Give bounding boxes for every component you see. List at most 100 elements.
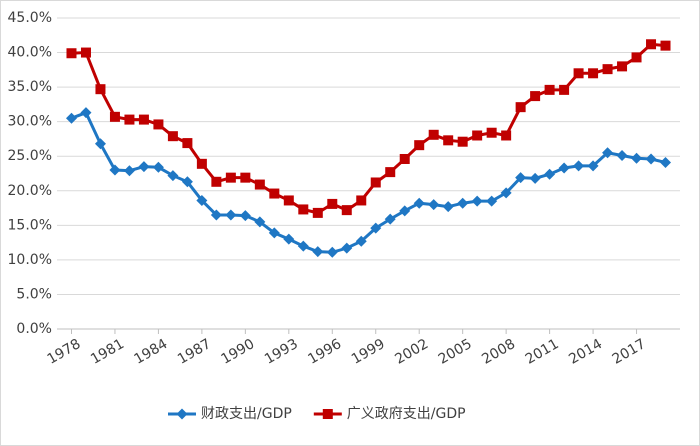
y-tick-label: 40.0% bbox=[8, 45, 52, 61]
marker bbox=[588, 68, 599, 79]
marker bbox=[167, 170, 179, 182]
marker bbox=[530, 91, 541, 102]
legend-label: 财政支出/GDP bbox=[201, 406, 292, 422]
marker bbox=[544, 84, 555, 95]
marker bbox=[631, 152, 643, 164]
marker bbox=[602, 64, 613, 75]
marker bbox=[210, 209, 222, 221]
marker bbox=[138, 114, 149, 125]
marker bbox=[486, 195, 498, 207]
marker bbox=[312, 246, 324, 258]
marker bbox=[500, 187, 512, 199]
marker bbox=[283, 195, 294, 206]
marker bbox=[124, 114, 135, 125]
marker bbox=[544, 168, 556, 180]
marker bbox=[254, 179, 265, 190]
y-tick-label: 20.0% bbox=[8, 183, 52, 199]
marker bbox=[645, 153, 657, 165]
marker bbox=[472, 130, 483, 141]
marker bbox=[573, 68, 584, 79]
marker bbox=[341, 242, 353, 254]
marker bbox=[254, 216, 266, 228]
marker bbox=[268, 227, 280, 239]
marker bbox=[457, 197, 469, 209]
marker bbox=[471, 195, 483, 207]
marker bbox=[660, 156, 672, 168]
marker bbox=[428, 199, 440, 211]
marker bbox=[138, 161, 150, 173]
marker bbox=[515, 172, 527, 184]
marker bbox=[631, 52, 642, 63]
y-tick-label: 45.0% bbox=[8, 10, 52, 26]
marker bbox=[660, 40, 671, 51]
marker bbox=[341, 205, 352, 216]
y-tick-label: 35.0% bbox=[8, 79, 52, 95]
marker bbox=[297, 240, 309, 252]
marker bbox=[65, 112, 77, 124]
marker bbox=[486, 127, 497, 138]
marker bbox=[176, 408, 188, 420]
marker bbox=[616, 150, 628, 162]
y-tick-label: 5.0% bbox=[16, 286, 52, 302]
marker bbox=[283, 233, 295, 245]
marker bbox=[80, 47, 91, 58]
marker bbox=[355, 235, 367, 247]
y-tick-label: 30.0% bbox=[8, 114, 52, 130]
marker bbox=[225, 209, 237, 221]
marker bbox=[211, 176, 222, 187]
marker bbox=[298, 204, 309, 215]
marker bbox=[196, 194, 208, 206]
marker bbox=[123, 165, 135, 177]
marker bbox=[501, 130, 512, 141]
marker bbox=[413, 197, 425, 209]
marker bbox=[152, 161, 164, 173]
marker bbox=[385, 167, 396, 178]
marker bbox=[617, 61, 628, 72]
marker bbox=[95, 84, 106, 95]
marker bbox=[370, 222, 382, 234]
marker bbox=[239, 210, 251, 222]
marker bbox=[515, 102, 526, 113]
marker bbox=[80, 107, 92, 119]
marker bbox=[646, 39, 657, 50]
y-tick-label: 15.0% bbox=[8, 217, 52, 233]
marker bbox=[109, 164, 121, 176]
marker bbox=[94, 138, 106, 150]
marker bbox=[240, 172, 251, 183]
marker bbox=[384, 213, 396, 225]
marker bbox=[322, 409, 333, 419]
marker bbox=[181, 176, 193, 188]
marker bbox=[370, 177, 381, 188]
marker bbox=[442, 201, 454, 213]
marker bbox=[558, 162, 570, 174]
y-tick-label: 10.0% bbox=[8, 252, 52, 268]
marker bbox=[529, 172, 541, 184]
marker bbox=[573, 160, 585, 172]
marker bbox=[326, 246, 338, 258]
marker bbox=[428, 129, 439, 140]
marker bbox=[602, 147, 614, 159]
marker bbox=[109, 111, 120, 122]
legend-label: 广义政府支出/GDP bbox=[347, 406, 466, 422]
marker bbox=[167, 131, 178, 142]
marker bbox=[399, 153, 410, 164]
marker bbox=[269, 188, 280, 199]
marker bbox=[443, 135, 454, 146]
marker bbox=[66, 48, 77, 59]
y-tick-label: 25.0% bbox=[8, 148, 52, 164]
y-tick-label: 0.0% bbox=[16, 321, 52, 337]
marker bbox=[559, 84, 570, 95]
marker bbox=[225, 172, 236, 183]
marker bbox=[399, 205, 411, 217]
marker bbox=[457, 136, 468, 147]
marker bbox=[196, 158, 207, 169]
marker bbox=[587, 160, 599, 172]
marker bbox=[327, 198, 338, 209]
marker bbox=[153, 119, 164, 130]
marker bbox=[356, 195, 367, 206]
marker bbox=[414, 140, 425, 151]
marker bbox=[312, 207, 323, 218]
marker bbox=[182, 138, 193, 149]
